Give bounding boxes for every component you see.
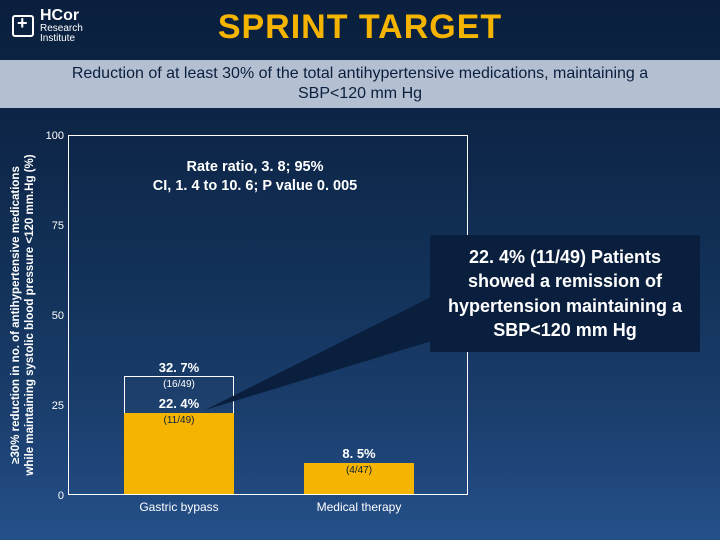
ghost-bar-label: 32. 7% xyxy=(125,360,233,375)
ghost-bar-n: (16/49) xyxy=(125,379,233,390)
bar: 8. 5%(4/47) xyxy=(304,463,414,494)
y-tick-label: 25 xyxy=(39,400,64,412)
bar: 22. 4%(11/49) xyxy=(124,413,234,494)
ylabel-line1: ≥30% reduction in no. of antihypertensiv… xyxy=(10,166,22,464)
y-tick-label: 75 xyxy=(39,220,64,232)
header-band: Reduction of at least 30% of the total a… xyxy=(0,60,720,108)
ylabel-line2: while maintaining systolic blood pressur… xyxy=(24,154,36,475)
callout-box: 22. 4% (11/49) Patients showed a remissi… xyxy=(430,235,700,352)
rate-ratio-text: Rate ratio, 3. 8; 95% CI, 1. 4 to 10. 6;… xyxy=(125,158,385,196)
category-label: Gastric bypass xyxy=(109,500,249,514)
bar-n: (11/49) xyxy=(124,415,234,426)
bar-label: 22. 4% xyxy=(124,396,234,411)
y-axis-label: ≥30% reduction in no. of antihypertensiv… xyxy=(6,120,42,510)
bar-label: 8. 5% xyxy=(304,446,414,461)
category-label: Medical therapy xyxy=(289,500,429,514)
bar-n: (4/47) xyxy=(304,465,414,476)
y-tick-label: 0 xyxy=(39,490,64,502)
page-title: SPRINT TARGET xyxy=(0,8,720,47)
y-tick-label: 100 xyxy=(39,130,64,142)
y-tick-label: 50 xyxy=(39,310,64,322)
